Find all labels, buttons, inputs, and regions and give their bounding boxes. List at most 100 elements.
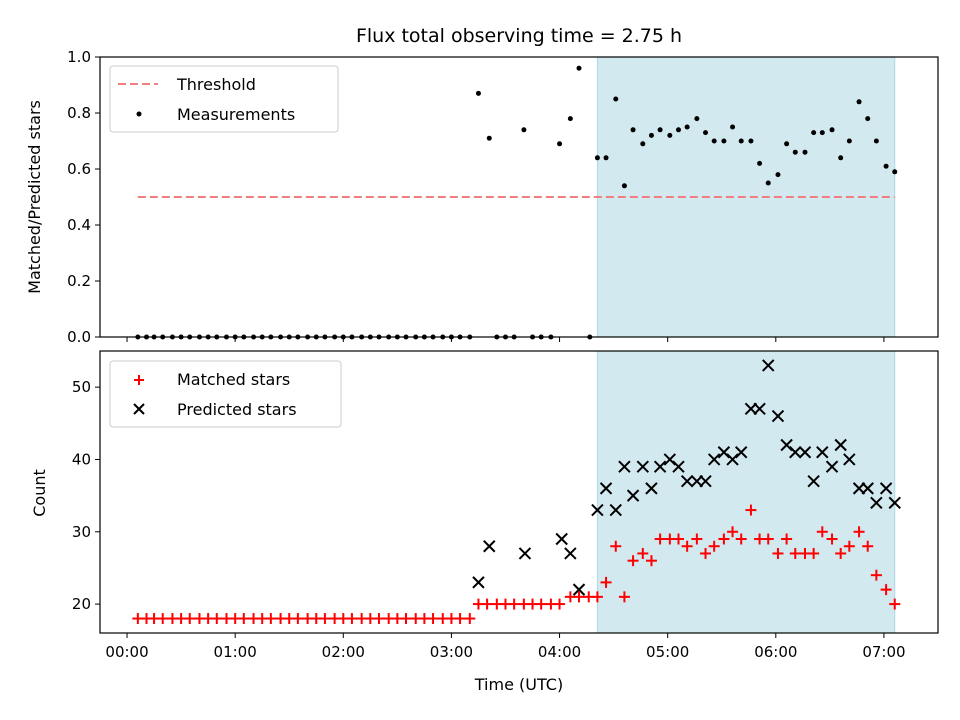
y-tick-label: 0.8 xyxy=(67,104,91,122)
measurement-point xyxy=(738,138,744,144)
measurement-point xyxy=(784,141,790,147)
top-panel: 0.0 0.2 0.4 0.6 0.8 1.0 Matched/Predicted sta… xyxy=(25,48,939,346)
predicted-star-point xyxy=(572,583,586,596)
predicted-star-point xyxy=(861,482,874,495)
x-tick-label: 03:00 xyxy=(430,643,473,661)
predicted-star-point xyxy=(807,474,820,488)
matched-star-point xyxy=(481,598,493,610)
measurement-point xyxy=(703,130,709,136)
measurement-point xyxy=(684,124,690,130)
legend-threshold-label: Threshold xyxy=(176,75,256,94)
bottom-y-axis-label: Count xyxy=(30,469,49,517)
predicted-star-point xyxy=(663,453,677,466)
measurement-point xyxy=(594,155,600,161)
top-legend: Threshold Measurements xyxy=(109,65,339,133)
matched-star-point xyxy=(808,547,820,559)
y-tick-label: 1.0 xyxy=(67,48,91,66)
measurement-point xyxy=(892,169,898,175)
measurement-point xyxy=(657,127,663,133)
measurement-point xyxy=(846,138,852,144)
measurement-point xyxy=(630,127,636,133)
matched-star-point xyxy=(157,613,169,625)
predicted-star-point xyxy=(653,460,667,473)
matched-star-point xyxy=(654,533,666,545)
matched-star-point xyxy=(853,526,865,538)
matched-star-point xyxy=(708,540,720,552)
top-legend-box xyxy=(109,65,339,133)
predicted-star-point xyxy=(726,453,739,466)
matched-star-point xyxy=(645,555,657,567)
legend-predicted-label: Predicted stars xyxy=(177,400,297,419)
legend-matched-swatch xyxy=(134,375,144,385)
top-y-axis-label: Matched/Predicted stars xyxy=(25,100,44,294)
x-tick-label: 07:00 xyxy=(862,643,905,661)
matched-star-point xyxy=(681,540,693,552)
matched-star-point xyxy=(346,613,358,625)
measurement-point xyxy=(621,183,627,189)
bottom-legend-box xyxy=(109,360,342,428)
legend-measurements-swatch xyxy=(136,111,142,117)
predicted-star-point xyxy=(672,460,685,473)
matched-star-point xyxy=(843,540,855,552)
measurement-point xyxy=(748,138,754,144)
x-tick-label: 02:00 xyxy=(322,643,365,661)
predicted-star-point xyxy=(780,438,793,452)
matched-star-point xyxy=(889,598,901,610)
predicted-star-point xyxy=(789,446,802,459)
matched-star-point xyxy=(816,526,828,538)
predicted-star-point xyxy=(483,540,496,553)
predicted-star-point xyxy=(626,489,640,502)
measurement-point xyxy=(757,160,763,166)
matched-star-point xyxy=(718,533,730,545)
measurement-point xyxy=(865,116,871,122)
top-y-ticks: 0.0 0.2 0.4 0.6 0.8 1.0 xyxy=(67,48,100,346)
measurement-point xyxy=(721,138,727,144)
predicted-star-point xyxy=(870,496,883,510)
matched-star-point xyxy=(735,533,747,545)
matched-star-point xyxy=(373,613,385,625)
matched-star-point xyxy=(427,613,439,625)
measurement-point xyxy=(603,155,609,161)
matched-star-point xyxy=(554,598,566,610)
y-tick-label: 50 xyxy=(72,378,91,396)
predicted-star-point xyxy=(645,482,658,495)
figure-title: Flux total observing time = 2.75 h xyxy=(356,25,682,47)
matched-star-point xyxy=(265,613,277,625)
measurement-point xyxy=(711,138,717,144)
measurement-point xyxy=(648,132,654,138)
matched-star-point xyxy=(573,591,585,603)
measurement-point xyxy=(775,172,781,178)
measurement-point xyxy=(521,127,527,133)
y-tick-label: 30 xyxy=(72,523,91,541)
predicted-star-point xyxy=(771,409,785,423)
predicted-star-point xyxy=(599,482,613,495)
measurement-point xyxy=(802,149,808,155)
predicted-star-point xyxy=(816,446,829,459)
matched-star-point xyxy=(745,504,757,516)
matched-star-point xyxy=(870,569,882,581)
measurement-point xyxy=(792,149,798,155)
predicted-star-point xyxy=(564,547,577,560)
y-tick-label: 0.0 xyxy=(67,328,91,346)
y-tick-label: 0.6 xyxy=(67,160,91,178)
measurement-point xyxy=(667,132,673,138)
matched-star-point xyxy=(454,613,466,625)
matched-star-point xyxy=(700,547,712,559)
predicted-star-point xyxy=(843,453,856,466)
x-tick-label: 05:00 xyxy=(646,643,689,661)
matched-star-point xyxy=(826,533,838,545)
predicted-star-point xyxy=(879,482,893,495)
matched-star-point xyxy=(184,613,196,625)
predicted-star-points xyxy=(472,359,901,596)
matched-star-point xyxy=(627,555,639,567)
matched-star-point xyxy=(835,547,847,559)
matched-star-point xyxy=(772,547,784,559)
predicted-star-point xyxy=(609,503,622,517)
predicted-star-point xyxy=(825,460,839,473)
predicted-star-point xyxy=(734,446,748,459)
measurement-point xyxy=(811,130,817,136)
bottom-legend: Matched stars Predicted stars xyxy=(109,360,342,428)
bottom-y-ticks: 20 30 40 50 xyxy=(72,378,100,613)
predicted-star-point xyxy=(798,446,812,459)
y-tick-label: 0.2 xyxy=(67,272,91,290)
